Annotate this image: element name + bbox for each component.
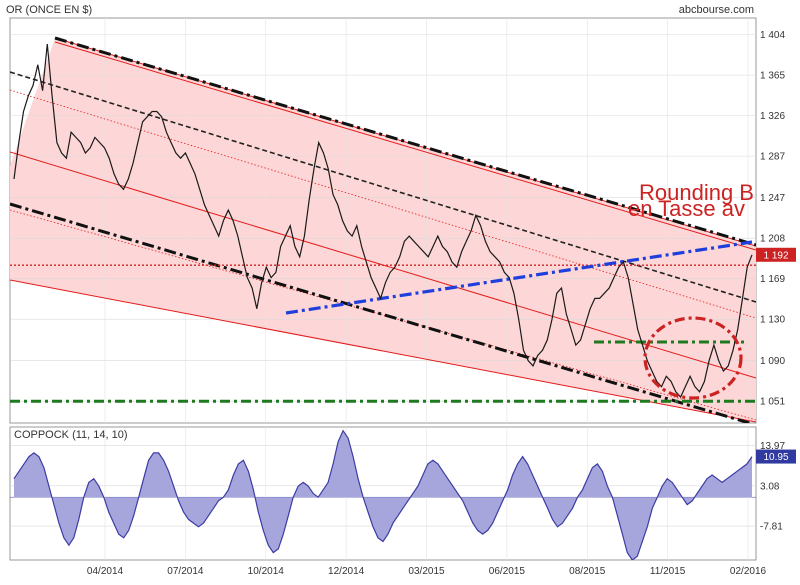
x-tick-label: 04/2014	[87, 566, 124, 577]
blue-support-line	[285, 240, 753, 315]
x-tick-label: 10/2014	[248, 566, 285, 577]
channel-mid-dotted-line	[10, 89, 756, 319]
price-y-tick-label: 1 326	[760, 111, 785, 122]
x-tick-label: 03/2015	[408, 566, 445, 577]
price-y-tick-label: 1 090	[760, 356, 785, 367]
channel-black-top-line	[54, 36, 756, 247]
coppock-panel: COPPOCK (11, 14, 10) 13.97 3.08 -7.81 10.9…	[9, 426, 796, 561]
price-y-tick-label: 1 247	[760, 193, 785, 204]
x-tick-label: 06/2015	[489, 566, 526, 577]
annotation-line-2: en Tasse av	[628, 196, 745, 221]
coppock-last-value: 10.95	[763, 452, 788, 463]
rounding-bottom-circle	[643, 316, 743, 400]
channel-bottom-line	[10, 279, 756, 423]
annotation-line-1: Rounding B	[639, 180, 754, 205]
channel-black-lower-line	[10, 202, 755, 423]
source-label: abcbourse.com	[679, 4, 754, 16]
price-panel: Rounding B en Tasse av 1 051 1 090 1 130 1 …	[9, 17, 796, 424]
channel-black-upper-line	[10, 71, 756, 303]
x-tick-label: 07/2014	[167, 566, 204, 577]
last-price-badge: 1 192	[756, 247, 796, 262]
price-y-tick-label: 1 130	[760, 315, 785, 326]
price-y-tick-label: 1 365	[760, 71, 785, 82]
chart-title: OR (ONCE EN $)	[6, 4, 92, 16]
coppock-line	[13, 429, 753, 560]
price-y-tick-label: 1 404	[760, 30, 785, 41]
price-y-tick-label: 1 051	[760, 397, 785, 408]
price-line	[13, 43, 753, 399]
price-y-tick-label: 1 287	[760, 152, 785, 163]
x-tick-label: 08/2015	[569, 566, 606, 577]
coppock-title: COPPOCK (11, 14, 10)	[14, 429, 128, 441]
coppock-y-tick-label: 13.97	[760, 441, 785, 452]
x-tick-label: 11/2015	[650, 566, 686, 577]
price-y-tick-label: 1 169	[760, 274, 785, 285]
coppock-area	[14, 430, 752, 560]
price-y-tick-label: 1 208	[760, 234, 785, 245]
x-tick-label: 12/2014	[328, 566, 365, 577]
last-price-value: 1 192	[763, 250, 788, 261]
coppock-y-tick-label: 3.08	[760, 481, 780, 492]
coppock-value-badge: 10.95	[756, 449, 796, 464]
channel-top-red-line	[54, 41, 756, 251]
coppock-y-tick-label: -7.81	[760, 522, 783, 533]
x-tick-label: 02/2016	[730, 566, 767, 577]
